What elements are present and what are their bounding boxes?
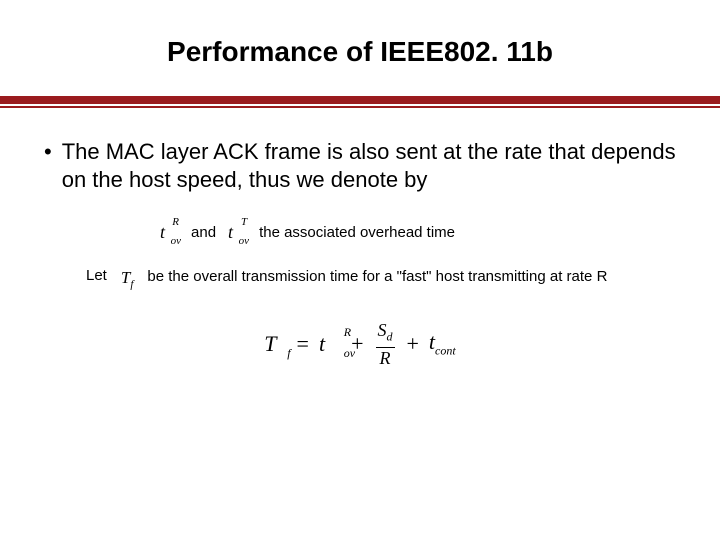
let-text: Let xyxy=(86,267,107,284)
let-description: be the overall transmission time for a "… xyxy=(147,267,607,287)
symbol-base: S xyxy=(378,320,387,340)
overhead-tail-text: the associated overhead time xyxy=(259,224,455,241)
symbol-sup: R xyxy=(344,325,351,340)
symbol-base: t xyxy=(160,222,165,242)
symbol-base: T xyxy=(264,331,276,356)
symbol-base: t xyxy=(319,331,325,356)
bullet-marker: • xyxy=(40,138,52,166)
content-area: • The MAC layer ACK frame is also sent a… xyxy=(0,108,720,368)
let-line: Let Tf be the overall transmission time … xyxy=(40,267,680,290)
fraction-denominator: R xyxy=(376,347,395,368)
symbol-base: T xyxy=(121,268,130,287)
equation: T f = t R ov + Sd R + tcont xyxy=(40,320,680,368)
eq-plus2: + xyxy=(405,331,421,357)
eq-equals: = xyxy=(295,331,311,357)
symbol-t-ov-R: t R ov xyxy=(160,222,179,243)
symbol-Tf: Tf xyxy=(121,267,134,290)
symbol-t-ov-T: t T ov xyxy=(228,222,247,243)
symbol-sub: ov xyxy=(171,235,181,247)
symbol-sub: ov xyxy=(239,235,249,247)
eq-term1: t R ov xyxy=(319,331,341,357)
symbol-sub: ov xyxy=(344,346,355,361)
fraction-numerator: Sd xyxy=(374,320,397,347)
underline-thick xyxy=(0,96,720,104)
symbol-base: t xyxy=(228,222,233,242)
eq-term2: tcont xyxy=(429,329,456,358)
symbol-sub: f xyxy=(130,278,133,290)
symbol-sub: d xyxy=(387,330,393,344)
symbol-sub: cont xyxy=(435,344,456,358)
overhead-symbols-line: t R ov and t T ov the associated overhea… xyxy=(40,222,680,243)
eq-fraction: Sd R xyxy=(374,320,397,368)
eq-lhs: T f xyxy=(264,331,286,357)
symbol-sup: R xyxy=(172,216,179,228)
title-underline xyxy=(0,96,720,108)
and-text: and xyxy=(191,224,216,241)
symbol-sup: T xyxy=(241,216,247,228)
symbol-sub: f xyxy=(287,346,290,361)
bullet-item: • The MAC layer ACK frame is also sent a… xyxy=(40,138,680,194)
bullet-text: The MAC layer ACK frame is also sent at … xyxy=(62,138,680,194)
slide-title: Performance of IEEE802. 11b xyxy=(0,0,720,88)
